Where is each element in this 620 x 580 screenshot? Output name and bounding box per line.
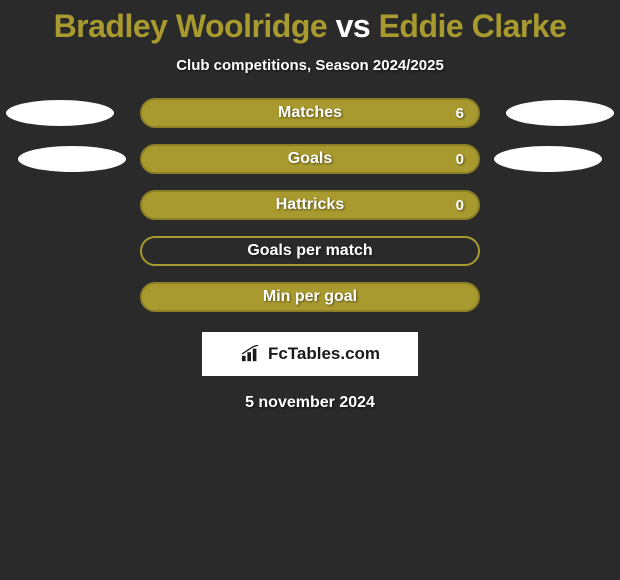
avatar-placeholder-right: [506, 100, 614, 126]
stat-value-right: 0: [456, 151, 464, 168]
vs-text: vs: [336, 8, 371, 44]
brand-text: FcTables.com: [268, 344, 380, 364]
stat-row: Goals per match: [0, 236, 620, 266]
player1-name: Bradley Woolridge: [54, 8, 328, 44]
avatar-placeholder-left: [18, 146, 126, 172]
stat-label: Matches: [278, 104, 342, 122]
stat-bar: Hattricks 0: [140, 190, 480, 220]
stat-row: Matches 6: [0, 98, 620, 128]
stat-value-right: 6: [456, 105, 464, 122]
date-text: 5 november 2024: [0, 394, 620, 412]
avatar-placeholder-right: [494, 146, 602, 172]
player2-name: Eddie Clarke: [379, 8, 567, 44]
stat-bar: Goals per match: [140, 236, 480, 266]
page-title: Bradley Woolridge vs Eddie Clarke: [0, 8, 620, 45]
stat-bar: Matches 6: [140, 98, 480, 128]
stat-bar: Min per goal: [140, 282, 480, 312]
brand-chart-icon: [240, 345, 262, 363]
brand-box: FcTables.com: [202, 332, 418, 376]
stat-label: Goals: [288, 150, 332, 168]
subtitle: Club competitions, Season 2024/2025: [0, 57, 620, 74]
stat-row: Goals 0: [0, 144, 620, 174]
stat-value-right: 0: [456, 197, 464, 214]
stat-rows: Matches 6 Goals 0 Hattricks 0 Goals per match M…: [0, 98, 620, 312]
stat-row: Min per goal: [0, 282, 620, 312]
stat-label: Min per goal: [263, 288, 357, 306]
avatar-placeholder-left: [6, 100, 114, 126]
stat-row: Hattricks 0: [0, 190, 620, 220]
stat-bar: Goals 0: [140, 144, 480, 174]
stat-label: Hattricks: [276, 196, 344, 214]
comparison-infographic: Bradley Woolridge vs Eddie Clarke Club c…: [0, 0, 620, 412]
stat-label: Goals per match: [247, 242, 372, 260]
